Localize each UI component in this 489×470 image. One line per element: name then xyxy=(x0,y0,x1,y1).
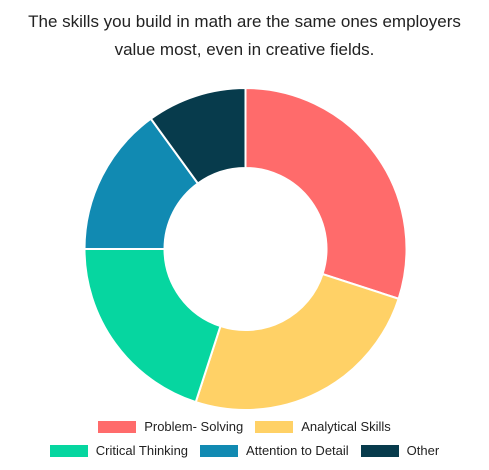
chart-title: The skills you build in math are the sam… xyxy=(0,8,489,64)
slice-critical-thinking[interactable] xyxy=(83,248,222,404)
chart-title-line-1: The skills you build in math are the sam… xyxy=(28,12,461,31)
legend-item-problem-solving[interactable]: Problem- Solving xyxy=(98,419,243,434)
slice-analytical-skills[interactable] xyxy=(194,272,400,411)
legend-row-2: Critical Thinking Attention to Detail Ot… xyxy=(0,443,489,458)
chart-title-line-2: value most, even in creative fields. xyxy=(114,40,375,59)
legend-swatch xyxy=(255,420,294,433)
legend-swatch xyxy=(360,444,399,457)
legend-label: Analytical Skills xyxy=(301,419,391,434)
legend-label: Problem- Solving xyxy=(144,419,244,434)
legend-row-1: Problem- Solving Analytical Skills xyxy=(0,419,489,434)
legend-swatch xyxy=(49,444,88,457)
legend-item-analytical-skills[interactable]: Analytical Skills xyxy=(255,419,391,434)
legend-swatch xyxy=(200,444,239,457)
legend-item-critical-thinking[interactable]: Critical Thinking xyxy=(49,443,189,458)
slice-problem-solving[interactable] xyxy=(244,86,408,301)
slice-other[interactable] xyxy=(149,86,247,185)
legend-item-other[interactable]: Other xyxy=(360,443,440,458)
legend-label: Other xyxy=(406,443,440,458)
legend-item-attention-to-detail[interactable]: Attention to Detail xyxy=(200,443,349,458)
legend-swatch xyxy=(98,420,137,433)
legend-label: Critical Thinking xyxy=(95,443,189,458)
legend-label: Attention to Detail xyxy=(246,443,349,458)
